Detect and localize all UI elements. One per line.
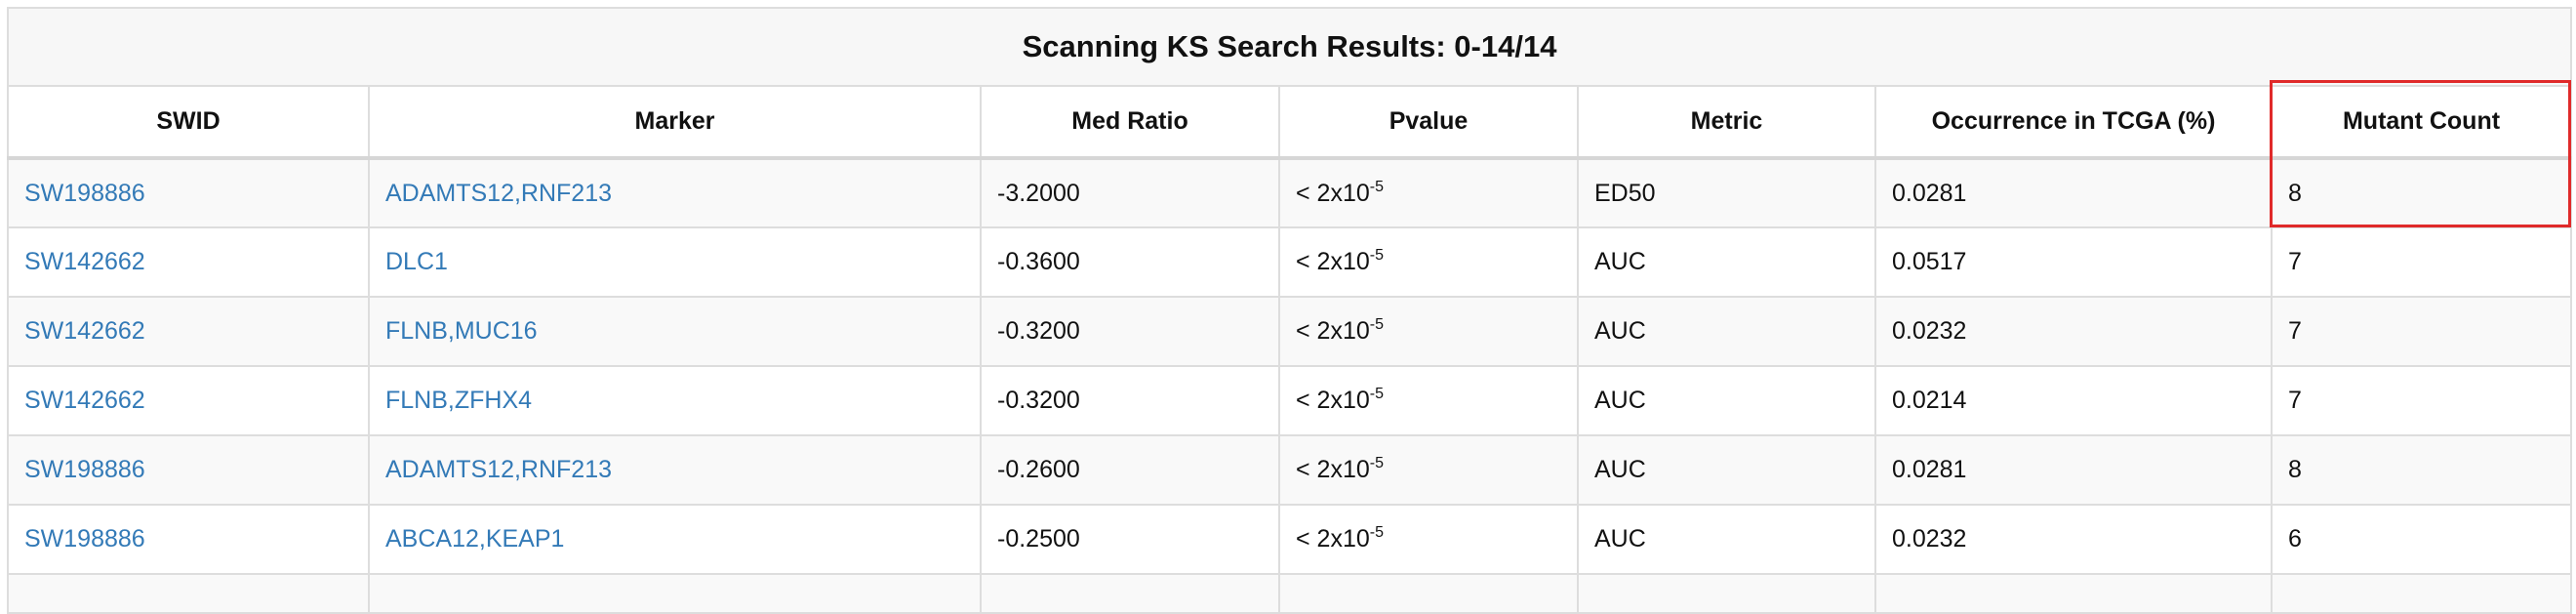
marker-cell: FLNB,ZFHX4 bbox=[368, 365, 982, 436]
marker-link[interactable]: ABCA12,KEAP1 bbox=[385, 525, 565, 553]
column-header-metric[interactable]: Metric bbox=[1577, 85, 1876, 160]
mutant-count-cell: 8 bbox=[2270, 434, 2573, 506]
column-header-swid[interactable]: SWID bbox=[7, 85, 370, 160]
swid-link[interactable]: SW198886 bbox=[24, 179, 145, 207]
empty-cell bbox=[1278, 573, 1579, 614]
metric-cell: AUC bbox=[1577, 504, 1876, 575]
occurrence-cell: 0.0214 bbox=[1874, 365, 2273, 436]
swid-link[interactable]: SW142662 bbox=[24, 387, 145, 414]
table-row: SW142662 FLNB,ZFHX4 -0.3200 < 2x10-5 AUC… bbox=[7, 365, 2573, 436]
swid-link[interactable]: SW198886 bbox=[24, 456, 145, 483]
column-header-med-ratio[interactable]: Med Ratio bbox=[980, 85, 1280, 160]
empty-cell bbox=[1874, 573, 2273, 614]
pvalue-cell: < 2x10-5 bbox=[1278, 157, 1579, 228]
med-ratio-cell: -3.2000 bbox=[980, 157, 1280, 228]
pvalue-cell: < 2x10-5 bbox=[1278, 296, 1579, 367]
pvalue-base: < 2x10 bbox=[1296, 525, 1370, 553]
swid-link[interactable]: SW198886 bbox=[24, 525, 145, 553]
marker-cell: ABCA12,KEAP1 bbox=[368, 504, 982, 575]
mutant-count-cell: 7 bbox=[2270, 296, 2573, 367]
med-ratio-cell: -0.2600 bbox=[980, 434, 1280, 506]
metric-cell: AUC bbox=[1577, 296, 1876, 367]
med-ratio-cell: -0.3200 bbox=[980, 296, 1280, 367]
empty-cell bbox=[2270, 573, 2573, 614]
metric-cell: AUC bbox=[1577, 434, 1876, 506]
marker-link[interactable]: ADAMTS12,RNF213 bbox=[385, 456, 613, 483]
mutant-count-cell: 7 bbox=[2270, 226, 2573, 298]
table-row-partial bbox=[7, 573, 2573, 614]
empty-cell bbox=[980, 573, 1280, 614]
marker-link[interactable]: DLC1 bbox=[385, 248, 448, 275]
pvalue-base: < 2x10 bbox=[1296, 248, 1370, 275]
table-row: SW142662 FLNB,MUC16 -0.3200 < 2x10-5 AUC… bbox=[7, 296, 2573, 367]
swid-link[interactable]: SW142662 bbox=[24, 317, 145, 345]
swid-cell: SW198886 bbox=[7, 434, 370, 506]
empty-cell bbox=[1577, 573, 1876, 614]
pvalue-cell: < 2x10-5 bbox=[1278, 226, 1579, 298]
marker-cell: ADAMTS12,RNF213 bbox=[368, 434, 982, 506]
marker-cell: ADAMTS12,RNF213 bbox=[368, 157, 982, 228]
occurrence-cell: 0.0232 bbox=[1874, 296, 2273, 367]
pvalue-exponent: -5 bbox=[1369, 524, 1384, 541]
pvalue-exponent: -5 bbox=[1369, 386, 1384, 402]
results-caption: Scanning KS Search Results: 0-14/14 bbox=[6, 7, 2573, 87]
swid-cell: SW142662 bbox=[7, 296, 370, 367]
table-row: SW198886 ABCA12,KEAP1 -0.2500 < 2x10-5 A… bbox=[7, 504, 2573, 575]
column-header-pvalue[interactable]: Pvalue bbox=[1278, 85, 1579, 160]
swid-cell: SW142662 bbox=[7, 365, 370, 436]
med-ratio-cell: -0.3200 bbox=[980, 365, 1280, 436]
pvalue-exponent: -5 bbox=[1369, 247, 1384, 264]
empty-cell bbox=[368, 573, 982, 614]
pvalue-base: < 2x10 bbox=[1296, 456, 1370, 483]
swid-cell: SW198886 bbox=[7, 157, 370, 228]
metric-cell: AUC bbox=[1577, 226, 1876, 298]
table-row: SW198886 ADAMTS12,RNF213 -0.2600 < 2x10-… bbox=[7, 434, 2573, 506]
pvalue-base: < 2x10 bbox=[1296, 317, 1370, 345]
column-header-marker[interactable]: Marker bbox=[368, 85, 982, 160]
marker-link[interactable]: ADAMTS12,RNF213 bbox=[385, 179, 613, 207]
med-ratio-cell: -0.3600 bbox=[980, 226, 1280, 298]
empty-cell bbox=[7, 573, 370, 614]
occurrence-cell: 0.0281 bbox=[1874, 434, 2273, 506]
metric-cell: ED50 bbox=[1577, 157, 1876, 228]
mutant-count-cell: 7 bbox=[2270, 365, 2573, 436]
pvalue-exponent: -5 bbox=[1369, 455, 1384, 471]
occurrence-cell: 0.0517 bbox=[1874, 226, 2273, 298]
mutant-count-cell: 6 bbox=[2270, 504, 2573, 575]
header-row: SWID Marker Med Ratio Pvalue Metric Occu… bbox=[7, 85, 2573, 160]
swid-cell: SW142662 bbox=[7, 226, 370, 298]
pvalue-base: < 2x10 bbox=[1296, 387, 1370, 414]
column-header-mutant-count[interactable]: Mutant Count bbox=[2270, 85, 2573, 160]
table-row: SW142662 DLC1 -0.3600 < 2x10-5 AUC 0.051… bbox=[7, 226, 2573, 298]
pvalue-exponent: -5 bbox=[1369, 178, 1384, 195]
marker-link[interactable]: FLNB,ZFHX4 bbox=[385, 387, 533, 414]
swid-cell: SW198886 bbox=[7, 504, 370, 575]
marker-cell: DLC1 bbox=[368, 226, 982, 298]
column-header-occurrence[interactable]: Occurrence in TCGA (%) bbox=[1874, 85, 2273, 160]
pvalue-base: < 2x10 bbox=[1296, 179, 1370, 207]
table-row: SW198886 ADAMTS12,RNF213 -3.2000 < 2x10-… bbox=[7, 157, 2573, 228]
results-table: Scanning KS Search Results: 0-14/14 SWID… bbox=[6, 7, 2573, 614]
med-ratio-cell: -0.2500 bbox=[980, 504, 1280, 575]
pvalue-exponent: -5 bbox=[1369, 316, 1384, 333]
metric-cell: AUC bbox=[1577, 365, 1876, 436]
pvalue-cell: < 2x10-5 bbox=[1278, 365, 1579, 436]
mutant-count-cell: 8 bbox=[2270, 157, 2573, 228]
pvalue-cell: < 2x10-5 bbox=[1278, 504, 1579, 575]
pvalue-cell: < 2x10-5 bbox=[1278, 434, 1579, 506]
occurrence-cell: 0.0281 bbox=[1874, 157, 2273, 228]
occurrence-cell: 0.0232 bbox=[1874, 504, 2273, 575]
swid-link[interactable]: SW142662 bbox=[24, 248, 145, 275]
marker-cell: FLNB,MUC16 bbox=[368, 296, 982, 367]
marker-link[interactable]: FLNB,MUC16 bbox=[385, 317, 538, 345]
